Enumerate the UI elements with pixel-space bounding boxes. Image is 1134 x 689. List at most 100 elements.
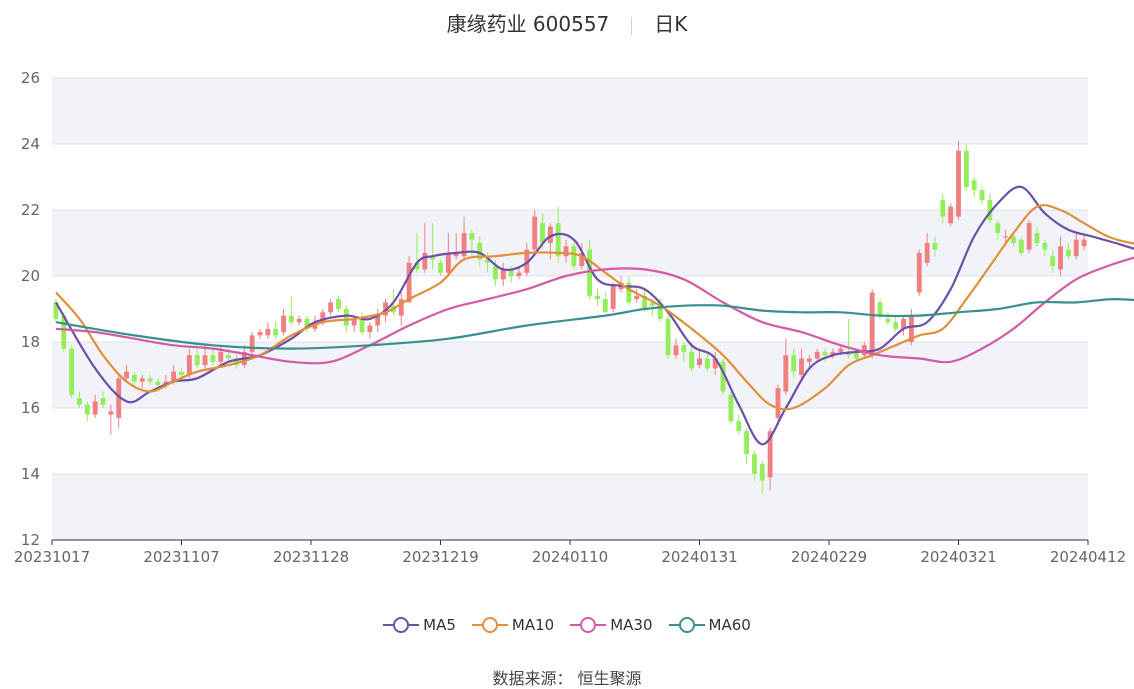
candle-body (901, 318, 906, 329)
candle-body (202, 355, 208, 366)
candle-body (77, 398, 82, 405)
candle-body (783, 355, 789, 392)
candle-body (92, 401, 98, 415)
candle-body (634, 295, 640, 300)
candle-body (1026, 223, 1032, 250)
candle-body (987, 200, 993, 220)
candle-body (351, 318, 357, 326)
x-tick-label: 20231219 (402, 548, 478, 566)
candle-body (877, 302, 883, 316)
candle-body (234, 358, 239, 366)
candle-body (555, 223, 561, 257)
candle-body (61, 315, 67, 349)
candle-body (791, 355, 797, 372)
legend-item-ma30[interactable]: MA30 (570, 616, 653, 634)
candle-body (1050, 256, 1056, 267)
candle-body (430, 256, 436, 260)
candle-body (422, 252, 428, 270)
candle-body (406, 262, 412, 303)
candle-body (116, 378, 122, 418)
candle-body (799, 358, 804, 375)
ma-line-ma30 (55, 256, 1134, 365)
candle-body (861, 345, 867, 356)
y-tick-label: 14 (21, 465, 40, 483)
candle-body (328, 302, 334, 313)
grid-band (52, 342, 1088, 408)
candle-body (854, 351, 859, 359)
candle-body (610, 285, 616, 309)
candle-body (359, 318, 365, 333)
candle-body (500, 269, 506, 280)
candle-body (806, 358, 812, 362)
candle-body (932, 243, 938, 250)
candle-body (963, 150, 969, 187)
candle-body (288, 315, 294, 323)
x-tick-label: 20240321 (920, 548, 996, 566)
candle-body (398, 299, 404, 316)
candle-body (179, 371, 184, 375)
candle-body (1073, 239, 1079, 257)
candle-body (830, 351, 836, 356)
legend-label: MA30 (610, 616, 653, 634)
candle-body (438, 262, 443, 273)
candle-body (100, 398, 106, 405)
ma-line-ma10 (55, 204, 1134, 411)
data-source: 数据来源： 恒生聚源 (492, 669, 642, 688)
legend-item-ma10[interactable]: MA10 (471, 616, 555, 634)
candle-body (186, 355, 192, 375)
candle-body (767, 431, 773, 478)
candle-body (838, 348, 844, 352)
candle-body (642, 295, 647, 309)
candle-body (445, 252, 451, 273)
candle-body (940, 200, 946, 217)
candle-body (508, 269, 514, 276)
period-label: 日K (654, 12, 688, 36)
x-tick-label: 20231107 (143, 548, 219, 566)
candle-body (257, 332, 263, 336)
legend-line-icon (570, 624, 581, 626)
y-tick-label: 16 (21, 399, 40, 417)
candle-body (147, 378, 153, 382)
candle-body (367, 325, 373, 333)
legend-line-icon (694, 624, 705, 626)
candle-body (587, 249, 593, 296)
candle-body (461, 233, 467, 257)
candlestick-chart: 12 14 16 18 20 22 24 26 20231017 20231107 2023112… (14, 69, 1134, 566)
candle-body (563, 246, 569, 257)
candle-body (493, 266, 498, 280)
legend-item-ma5[interactable]: MA5 (383, 616, 456, 634)
candle-body (265, 328, 271, 336)
candle-body (1034, 233, 1040, 243)
y-tick-label: 18 (21, 333, 40, 351)
candle-body (155, 381, 161, 385)
candle-body (759, 464, 765, 481)
candle-body (752, 454, 757, 474)
candle-body (218, 351, 224, 362)
candle-body (547, 226, 553, 243)
legend-line-icon (409, 624, 420, 626)
candle-body (775, 388, 781, 418)
legend-label: MA10 (511, 616, 555, 634)
ma-line-ma60 (55, 297, 1134, 350)
candle-body (139, 378, 145, 382)
legend-label: MA60 (708, 616, 751, 634)
legend-circle-icon (393, 617, 410, 633)
candle-body (1018, 239, 1024, 253)
candle-body (226, 355, 232, 359)
candle-body (1042, 243, 1048, 250)
candle-body (273, 328, 279, 336)
grid-band (52, 210, 1088, 276)
candle-body (736, 421, 742, 432)
candle-body (1058, 246, 1063, 270)
y-tick-label: 26 (21, 69, 40, 87)
candle-body (712, 358, 718, 369)
candle-body (885, 318, 891, 323)
candle-body (320, 312, 326, 323)
candle-body (822, 351, 828, 356)
y-tick-label: 12 (21, 531, 40, 549)
candle-body (194, 355, 200, 366)
legend-line-icon (596, 624, 607, 626)
candle-body (704, 358, 710, 369)
candle-body (579, 252, 585, 267)
legend-item-ma60[interactable]: MA60 (668, 616, 751, 634)
